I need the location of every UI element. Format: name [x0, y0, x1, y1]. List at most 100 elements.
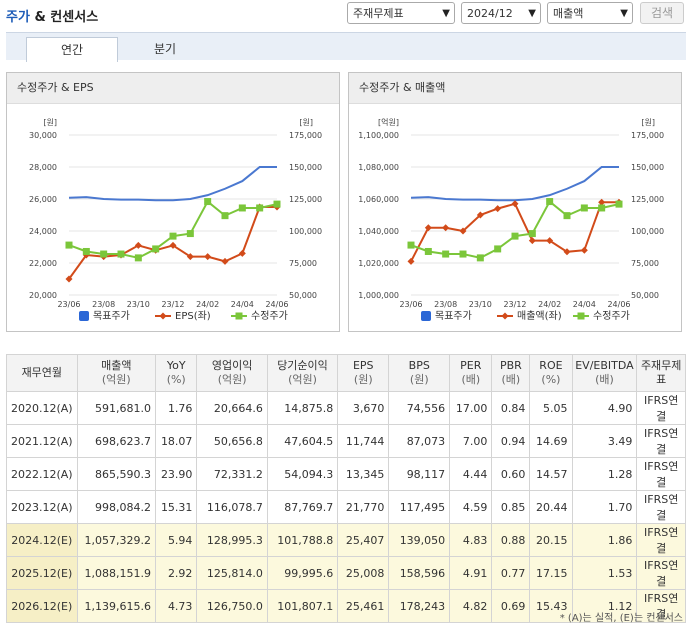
statement-select[interactable]: 주재무제표 ▼: [347, 2, 455, 24]
cell-yoy: 5.94: [154, 523, 198, 557]
cell-revenue: 591,681.0: [76, 391, 156, 425]
chevron-down-icon: ▼: [442, 8, 450, 19]
cell-stmt: IFRS연결: [636, 391, 686, 425]
data-point-price: [598, 204, 606, 212]
right-tick-label: 125,000: [289, 195, 322, 204]
data-point-left: [442, 224, 450, 232]
cell-yoy: 4.73: [154, 589, 198, 623]
cell-eps: 11,744: [337, 424, 390, 458]
data-point-left: [580, 246, 588, 254]
data-point-left: [563, 248, 571, 256]
legend-marker-price: [577, 312, 585, 320]
data-point-price: [528, 230, 536, 238]
cell-stmt: IFRS연결: [636, 490, 686, 524]
chart-panel-revenue: 수정주가 & 매출액 1,100,000 175,000 1,080,000 150,…: [348, 72, 682, 332]
data-point-price: [273, 200, 281, 208]
x-tick-label: 24/02: [538, 300, 561, 309]
data-point-left: [134, 241, 142, 249]
cell-net: 101,788.8: [266, 523, 339, 557]
data-point-left: [476, 211, 484, 219]
table-row: 2024.12(E) 1,057,329.2 5.94 128,995.3 101,78…: [6, 523, 686, 557]
column-header: YoY (%): [154, 354, 198, 392]
cell-op: 72,331.2: [196, 457, 268, 491]
search-button[interactable]: 검색: [640, 2, 684, 24]
series-line-target: [410, 166, 619, 202]
metric-select[interactable]: 매출액 ▼: [547, 2, 633, 24]
series-line-target: [68, 166, 277, 202]
table-row: 2026.12(E) 1,139,615.6 4.73 126,750.0 101,80…: [6, 589, 686, 623]
x-tick-label: 23/08: [92, 300, 115, 309]
data-point-price: [256, 204, 264, 212]
cell-period: 2026.12(E): [6, 589, 78, 623]
x-tick-label: 24/02: [196, 300, 219, 309]
tab-quarterly[interactable]: 분기: [153, 42, 177, 56]
x-tick-label: 24/04: [231, 300, 254, 309]
data-point-price: [169, 232, 177, 240]
cell-net: 99,995.6: [266, 556, 339, 590]
x-tick-label: 23/06: [399, 300, 422, 309]
x-tick-label: 24/04: [573, 300, 596, 309]
column-header: 재무연월: [6, 354, 78, 392]
cell-roe: 14.69: [529, 424, 573, 458]
data-point-price: [442, 250, 450, 258]
chart-panel-eps: 수정주가 & EPS 30,000 175,000 28,000 150,000 26,…: [6, 72, 340, 332]
left-tick-label: 24,000: [29, 227, 57, 236]
cell-per: 4.59: [449, 490, 493, 524]
cell-stmt: IFRS연결: [636, 424, 686, 458]
chart-eps: 30,000 175,000 28,000 150,000 26,000 125,000 2…: [29, 118, 322, 322]
data-point-price: [615, 200, 623, 208]
data-point-price: [82, 247, 90, 255]
cell-roe: 17.15: [529, 556, 573, 590]
right-tick-label: 175,000: [631, 131, 664, 140]
cell-bps: 158,596: [388, 556, 451, 590]
cell-period: 2022.12(A): [6, 457, 78, 491]
data-point-left: [65, 275, 73, 283]
cell-per: 4.44: [449, 457, 493, 491]
data-point-price: [152, 245, 160, 253]
left-tick-label: 1,080,000: [358, 163, 399, 172]
data-point-price: [186, 230, 194, 238]
cell-ev: 4.90: [571, 391, 638, 425]
data-point-left: [407, 257, 415, 265]
cell-net: 54,094.3: [266, 457, 339, 491]
table-row: 2020.12(A) 591,681.0 1.76 20,664.6 14,875.8 3…: [6, 391, 686, 425]
tab-annual[interactable]: 연간: [26, 37, 118, 62]
cell-roe: 14.57: [529, 457, 573, 491]
data-point-left: [238, 249, 246, 257]
right-tick-label: 100,000: [631, 227, 664, 236]
cell-bps: 98,117: [388, 457, 451, 491]
left-tick-label: 30,000: [29, 131, 57, 140]
cell-op: 116,078.7: [196, 490, 268, 524]
table-row: 2022.12(A) 865,590.3 23.90 72,331.2 54,094.3…: [6, 457, 686, 491]
table-row: 2021.12(A) 698,623.7 18.07 50,656.8 47,604.5…: [6, 424, 686, 458]
legend-marker-left: [159, 312, 167, 320]
cell-pbr: 0.69: [491, 589, 531, 623]
legend-swatch-target: [79, 311, 89, 321]
legend-label: 목표주가: [93, 310, 130, 322]
cell-ev: 1.70: [571, 490, 638, 524]
right-tick-label: 150,000: [289, 163, 322, 172]
cell-revenue: 1,057,329.2: [76, 523, 156, 557]
left-tick-label: 22,000: [29, 259, 57, 268]
cell-ev: 3.49: [571, 424, 638, 458]
cell-net: 87,769.7: [266, 490, 339, 524]
cell-per: 4.83: [449, 523, 493, 557]
cell-op: 50,656.8: [196, 424, 268, 458]
cell-ev: 1.86: [571, 523, 638, 557]
left-tick-label: 20,000: [29, 291, 57, 300]
chart-revenue: 1,100,000 175,000 1,080,000 150,000 1,060,00…: [358, 117, 664, 322]
legend-label: 목표주가: [435, 310, 472, 322]
column-header: PBR (배): [491, 354, 531, 392]
period-select[interactable]: 2024/12 ▼: [461, 2, 541, 24]
x-tick-label: 24/06: [607, 300, 630, 309]
cell-revenue: 1,088,151.9: [76, 556, 156, 590]
data-point-price: [511, 232, 519, 240]
left-tick-label: 1,100,000: [358, 131, 399, 140]
column-header: BPS (원): [388, 354, 451, 392]
left-tick-label: 28,000: [29, 163, 57, 172]
cell-op: 125,814.0: [196, 556, 268, 590]
right-tick-label: 100,000: [289, 227, 322, 236]
cell-per: 17.00: [449, 391, 493, 425]
x-tick-label: 23/12: [503, 300, 526, 309]
cell-eps: 3,670: [337, 391, 390, 425]
